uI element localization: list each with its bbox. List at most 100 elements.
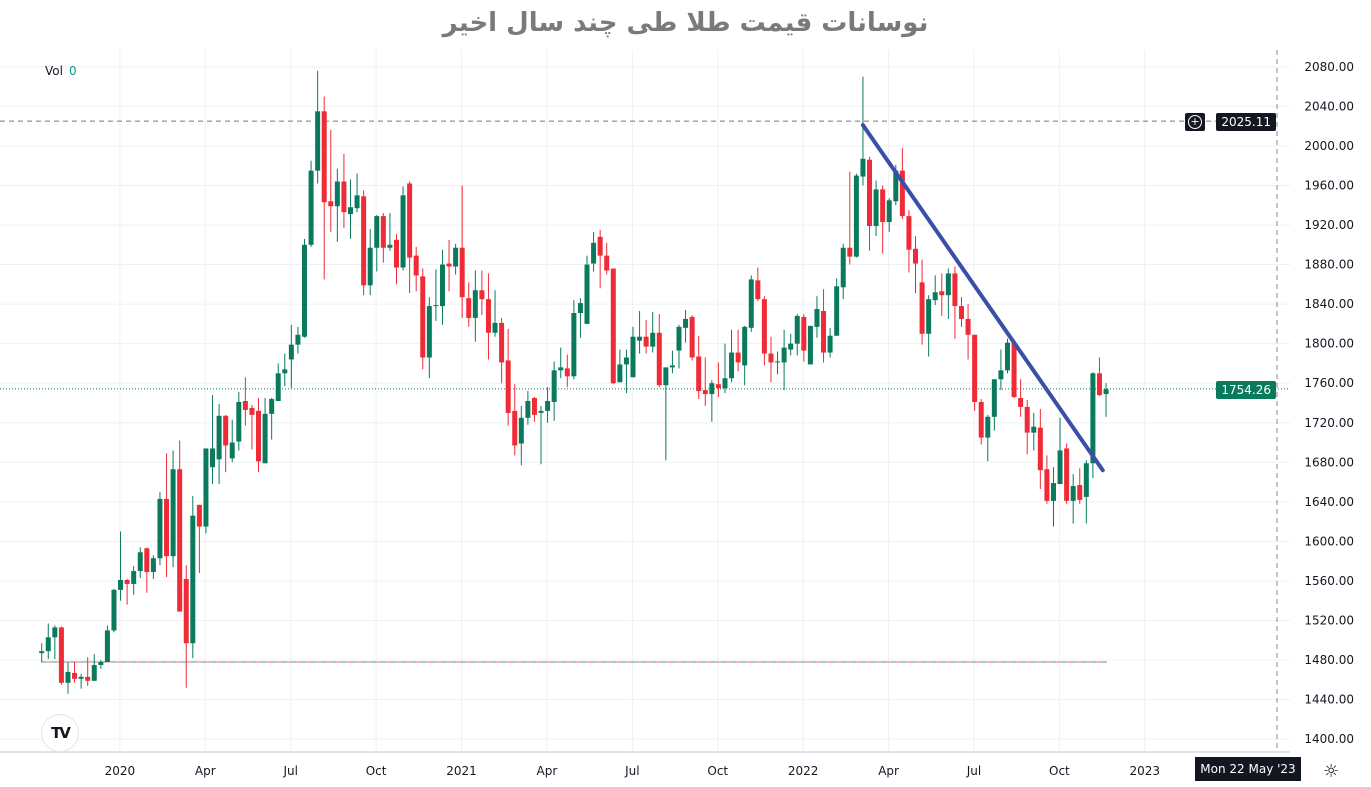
y-tick-label: 1920.00 — [1304, 218, 1354, 232]
candle-down — [531, 398, 537, 415]
candle-up — [932, 292, 938, 301]
candle-up — [1004, 342, 1010, 371]
candle-down — [196, 504, 202, 527]
candle-down — [407, 183, 413, 258]
candle-up — [104, 630, 110, 663]
candle-down — [847, 247, 853, 257]
y-tick-label: 1680.00 — [1304, 455, 1354, 469]
candle-up — [137, 552, 143, 572]
candle-down — [643, 336, 649, 347]
x-tick-label: Jul — [282, 764, 297, 778]
candle-down — [1064, 448, 1070, 501]
candle-up — [525, 401, 531, 418]
candle-up — [985, 416, 991, 438]
candle-up — [131, 571, 137, 584]
candle-down — [380, 216, 386, 248]
candle-up — [229, 442, 235, 459]
y-tick-label: 1440.00 — [1304, 693, 1354, 707]
candle-down — [867, 159, 873, 226]
candle-up — [650, 332, 656, 347]
candle-down — [479, 290, 485, 300]
candle-up — [210, 448, 216, 468]
candle-down — [393, 239, 399, 268]
candle-up — [945, 273, 951, 296]
candle-down — [223, 415, 229, 446]
add-alert-button[interactable]: + — [1185, 113, 1205, 131]
candle-up — [1031, 426, 1037, 433]
trendline[interactable] — [860, 123, 1105, 473]
candle-down — [466, 298, 472, 318]
candle-up — [794, 315, 800, 344]
candle-down — [564, 368, 570, 377]
tradingview-logo[interactable]: TV — [41, 714, 79, 752]
candle-down — [177, 469, 183, 612]
candle-down — [1011, 342, 1017, 398]
candle-up — [991, 379, 997, 417]
y-tick-label: 1720.00 — [1304, 416, 1354, 430]
y-tick-label: 1560.00 — [1304, 574, 1354, 588]
candle-down — [978, 401, 984, 438]
x-tick-label: Jul — [966, 764, 981, 778]
candle-up — [873, 189, 879, 226]
candle-up — [591, 242, 597, 264]
candle-up — [669, 365, 675, 368]
candle-up — [453, 247, 459, 267]
candle-down — [768, 353, 774, 363]
candle-down — [702, 390, 708, 395]
candle-down — [124, 579, 130, 584]
x-tick-label: Oct — [1049, 764, 1070, 778]
candle-up — [683, 318, 689, 328]
candle-up — [630, 336, 636, 378]
candle-up — [433, 305, 439, 307]
candle-up — [354, 195, 360, 209]
candle-down — [1077, 485, 1083, 500]
y-tick-label: 1520.00 — [1304, 613, 1354, 627]
candle-up — [663, 367, 669, 386]
price-label-last: 1754.26 — [1216, 381, 1276, 399]
volume-legend: Vol 0 — [45, 64, 77, 78]
candle-up — [216, 415, 222, 460]
x-tick-label: Jul — [624, 764, 639, 778]
candle-down — [604, 255, 610, 271]
candle-down — [880, 189, 886, 223]
candle-up — [729, 352, 735, 379]
settings-icon[interactable]: ☼ — [1323, 761, 1340, 782]
candle-up — [150, 558, 156, 573]
candle-down — [972, 334, 978, 402]
candle-up — [472, 290, 478, 318]
y-tick-label: 2000.00 — [1304, 139, 1354, 153]
x-tick-label: 2022 — [788, 764, 819, 778]
candle-down — [321, 111, 327, 203]
candle-up — [347, 207, 353, 215]
candle-down — [341, 181, 347, 213]
candle-up — [709, 383, 715, 395]
candle-up — [558, 367, 564, 371]
candle-up — [308, 170, 314, 245]
candle-up — [853, 175, 859, 257]
y-tick-label: 1760.00 — [1304, 376, 1354, 390]
x-tick-label: Apr — [195, 764, 216, 778]
y-tick-label: 1400.00 — [1304, 732, 1354, 746]
candle-down — [919, 282, 925, 334]
candle-up — [577, 303, 583, 314]
candle-down — [361, 196, 367, 286]
y-tick-label: 2080.00 — [1304, 60, 1354, 74]
volume-label: Vol — [45, 64, 63, 78]
x-tick-label: 2020 — [105, 764, 136, 778]
candle-down — [505, 360, 511, 413]
candle-up — [275, 373, 281, 401]
candle-up — [426, 306, 432, 358]
candle-up — [269, 399, 275, 414]
candle-up — [367, 247, 373, 286]
y-tick-label: 1800.00 — [1304, 337, 1354, 351]
candle-up — [788, 343, 794, 350]
y-tick-label: 1640.00 — [1304, 495, 1354, 509]
candle-down — [420, 276, 426, 358]
candle-up — [617, 364, 623, 383]
candle-up — [722, 378, 728, 389]
candle-down — [1018, 398, 1024, 407]
candle-up — [288, 344, 294, 360]
candle-down — [183, 578, 189, 644]
y-tick-label: 1880.00 — [1304, 258, 1354, 272]
